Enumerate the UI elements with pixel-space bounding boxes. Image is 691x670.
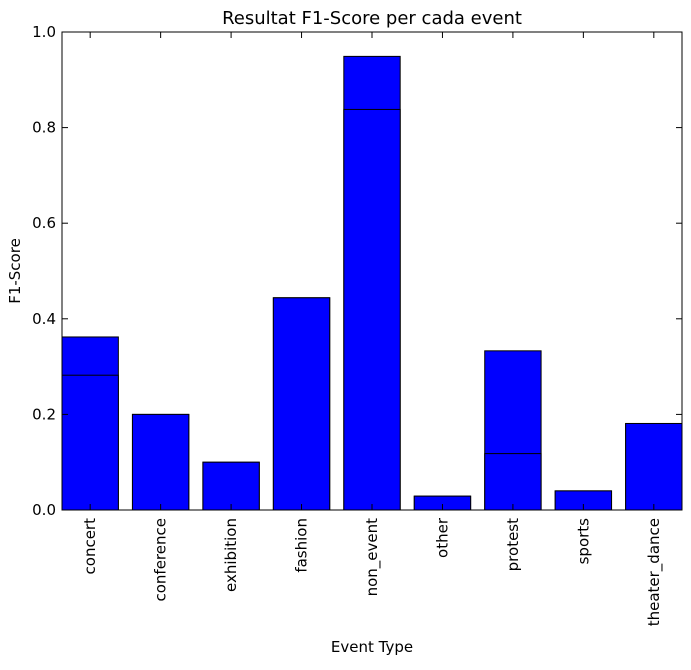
x-tick-label-theater_dance: theater_dance (645, 518, 664, 626)
x-tick-label-non_event: non_event (363, 518, 382, 597)
y-axis-label: F1-Score (6, 238, 24, 304)
y-tick-label: 0.0 (32, 501, 56, 519)
bar-exhibition-series-2 (202, 461, 260, 511)
y-ticks-layer: 0.0 0.2 0.4 0.6 0.8 1.0 (32, 23, 682, 519)
x-tick-label-fashion: fashion (293, 518, 311, 573)
x-tick-label-sports: sports (574, 518, 592, 565)
bar-non_event-series-2 (343, 108, 401, 511)
bar-theater_dance-series-2 (625, 422, 683, 511)
x-tick-label-exhibition: exhibition (222, 518, 240, 592)
x-tick-label-protest: protest (504, 518, 522, 571)
bar-fashion-series-2 (272, 297, 331, 511)
bar-protest-series-2 (484, 453, 542, 511)
y-tick-label: 0.6 (32, 214, 56, 232)
chart-title: Resultat F1-Score per cada event (222, 8, 522, 29)
bar-conference-series-2 (131, 413, 190, 511)
bars-layer (61, 55, 683, 511)
x-ticks-layer: concert conference exhibition fashion non_ev… (81, 32, 664, 626)
y-tick-label: 0.2 (32, 405, 56, 423)
y-tick-label: 0.4 (32, 310, 56, 328)
y-tick-label: 1.0 (32, 23, 56, 41)
x-axis-label: Event Type (331, 638, 413, 656)
x-tick-label-concert: concert (81, 518, 99, 575)
y-tick-label: 0.8 (32, 119, 56, 137)
x-tick-label-conference: conference (152, 518, 170, 602)
bar-concert-series-2 (61, 374, 119, 511)
x-tick-label-other: other (433, 517, 451, 558)
